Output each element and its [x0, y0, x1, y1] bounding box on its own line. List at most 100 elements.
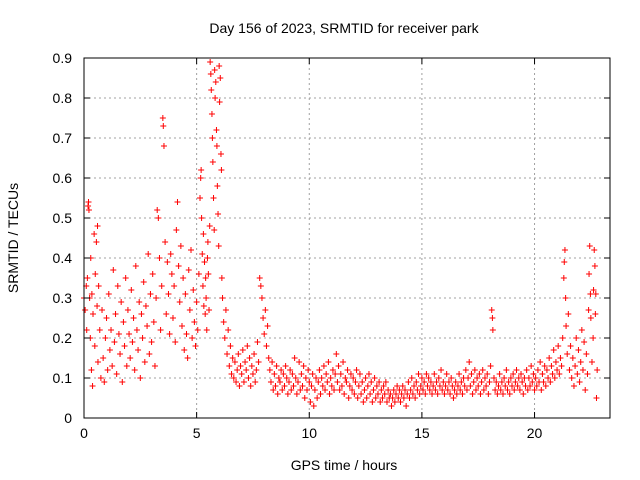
x-tick-label: 15 [414, 425, 430, 441]
data-point [336, 387, 343, 393]
data-point [492, 387, 499, 393]
data-point [383, 399, 390, 405]
data-point [112, 311, 119, 317]
data-point [565, 311, 572, 317]
data-point [231, 359, 238, 365]
data-point [169, 315, 176, 321]
data-point [308, 383, 315, 389]
data-point [391, 399, 398, 405]
data-point [380, 383, 387, 389]
data-point [402, 387, 409, 393]
data-point [395, 395, 402, 401]
data-point [172, 339, 179, 345]
data-point [581, 339, 588, 345]
data-point [561, 259, 568, 265]
data-point [346, 383, 353, 389]
data-point [467, 383, 474, 389]
data-point [211, 227, 218, 233]
data-point [452, 379, 459, 385]
data-point [128, 287, 135, 293]
data-point [89, 383, 96, 389]
data-point [557, 355, 564, 361]
data-point [156, 255, 163, 261]
data-point [515, 375, 522, 381]
data-point [207, 71, 214, 77]
data-point [548, 363, 555, 369]
data-point [352, 379, 359, 385]
x-tick-label: 20 [527, 425, 543, 441]
data-point [278, 367, 285, 373]
data-point [538, 387, 545, 393]
data-point [309, 371, 316, 377]
data-point [287, 367, 294, 373]
data-point [409, 391, 416, 397]
data-point [341, 391, 348, 397]
data-point [568, 375, 575, 381]
data-point [326, 391, 333, 397]
data-point [211, 67, 218, 73]
data-point [343, 379, 350, 385]
data-point [192, 343, 199, 349]
data-point [216, 99, 223, 105]
data-point [182, 291, 189, 297]
data-point [556, 371, 563, 377]
data-point [291, 355, 298, 361]
data-point [105, 291, 112, 297]
data-point [168, 271, 175, 277]
data-points [81, 59, 601, 409]
data-point [314, 395, 321, 401]
data-point [254, 339, 261, 345]
y-tick-label: 0.9 [53, 50, 73, 66]
data-point [353, 367, 360, 373]
data-point [459, 391, 466, 397]
data-point [499, 391, 506, 397]
data-point [202, 275, 209, 281]
data-point [413, 379, 420, 385]
data-point [327, 375, 334, 381]
data-point [197, 195, 204, 201]
data-point [147, 291, 154, 297]
data-point [146, 351, 153, 357]
data-point [465, 375, 472, 381]
data-point [236, 383, 243, 389]
data-point [404, 391, 411, 397]
data-point [276, 379, 283, 385]
data-point [415, 371, 422, 377]
data-point [180, 275, 187, 281]
data-point [592, 291, 599, 297]
data-point [298, 371, 305, 377]
data-point [257, 283, 264, 289]
data-point [411, 383, 418, 389]
data-point [403, 403, 410, 409]
data-point [200, 303, 207, 309]
data-point [382, 379, 389, 385]
data-point [478, 379, 485, 385]
data-point [472, 387, 479, 393]
data-point [292, 375, 299, 381]
data-point [362, 375, 369, 381]
data-point [120, 319, 127, 325]
data-point [165, 291, 172, 297]
data-point [506, 391, 513, 397]
data-point [509, 383, 516, 389]
data-point [96, 327, 103, 333]
data-point [94, 223, 101, 229]
data-point [481, 375, 488, 381]
data-point [445, 379, 452, 385]
data-point [144, 323, 151, 329]
data-point [318, 375, 325, 381]
data-point [151, 363, 158, 369]
data-point [246, 355, 253, 361]
data-point [587, 315, 594, 321]
data-point [335, 363, 342, 369]
data-point [202, 311, 209, 317]
data-point [104, 367, 111, 373]
data-point [461, 383, 468, 389]
data-point [248, 363, 255, 369]
data-point [584, 371, 591, 377]
data-point [528, 363, 535, 369]
data-point [471, 367, 478, 373]
data-point [203, 295, 210, 301]
data-point [406, 395, 413, 401]
